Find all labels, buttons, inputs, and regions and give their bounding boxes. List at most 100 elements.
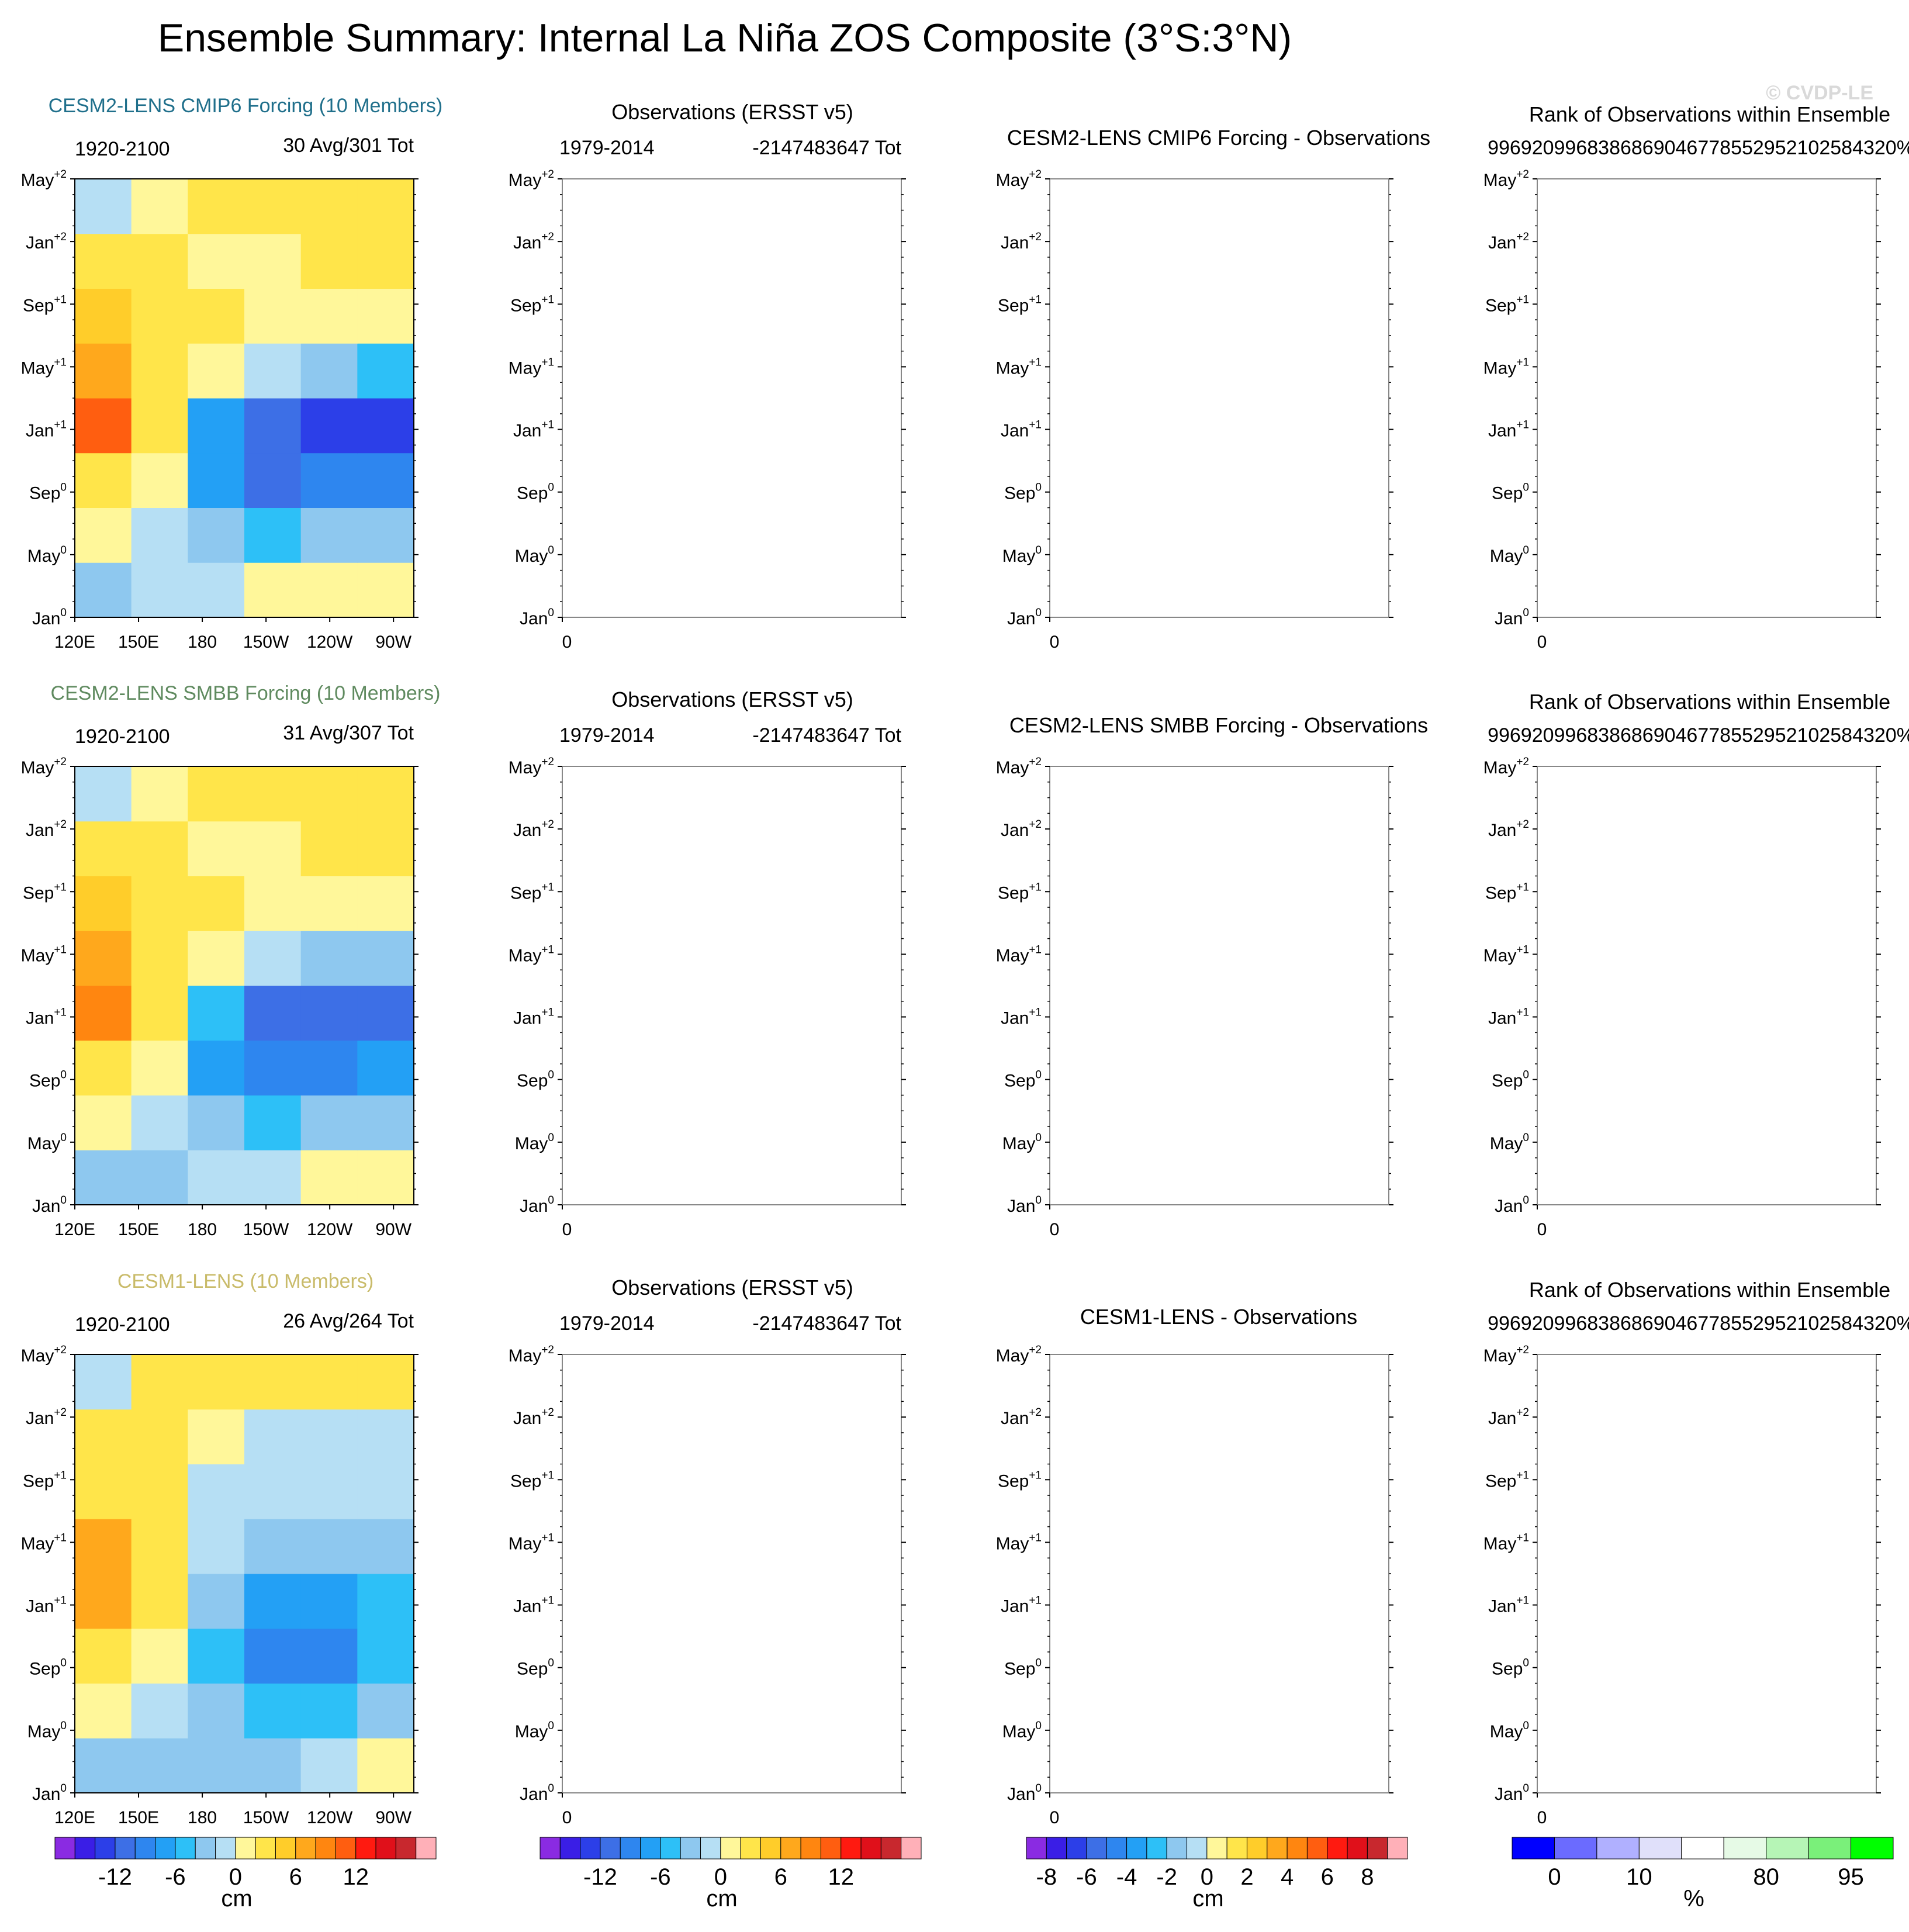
colorbar-units: cm	[1192, 1886, 1223, 1912]
colorbar-swatch	[1306, 1837, 1328, 1860]
y-tick-month: Jan	[513, 821, 541, 840]
heatmap-cell	[75, 233, 132, 289]
colorbar-tick-label: -12	[98, 1864, 132, 1890]
y-tick-year: +2	[54, 231, 67, 243]
y-tick-year: +1	[54, 881, 67, 893]
heatmap-cell	[244, 1738, 302, 1793]
colorbar-2: -12 -6 0 6 12 cm	[540, 1837, 922, 1912]
y-tick-year: +1	[1029, 356, 1042, 368]
y-tick-label: Jan+2	[26, 1406, 67, 1428]
heatmap-cell	[188, 562, 245, 618]
y-tick-label: Jan+1	[26, 1595, 67, 1616]
obs-panel: May+2Jan+2Sep+1May+1Jan+1Sep0May0Jan00Ob…	[509, 1276, 906, 1827]
y-tick-year: +1	[54, 1469, 67, 1481]
x-tick-label: 90W	[375, 633, 411, 652]
colorbar-tick-label: 12	[343, 1864, 369, 1890]
y-tick-month: Jan	[520, 609, 548, 628]
heatmap-cell	[75, 179, 132, 234]
heatmap-cell	[131, 562, 188, 618]
heatmap-cell	[357, 931, 414, 986]
heatmap	[75, 179, 414, 618]
x-tick-label: 0	[1050, 1220, 1060, 1239]
heatmap-cell	[300, 1040, 358, 1095]
y-tick-month: May	[21, 758, 54, 777]
y-tick-label: Jan0	[1007, 607, 1042, 628]
heatmap-cell	[357, 1738, 414, 1793]
colorbar-swatch	[1126, 1837, 1147, 1860]
y-tick-month: May	[1490, 1722, 1523, 1741]
heatmap-cell	[244, 1409, 302, 1464]
y-tick-month: Jan	[26, 1409, 54, 1428]
x-tick-label: 90W	[375, 1808, 411, 1827]
y-tick-month: May	[27, 1134, 61, 1153]
heatmap-cell	[188, 1040, 245, 1095]
rank-panel-title: Rank of Observations within Ensemble	[1529, 690, 1890, 714]
colorbar-swatch	[295, 1837, 316, 1860]
y-tick-month: Jan	[1001, 821, 1029, 840]
y-tick-label: Sep+1	[510, 1469, 554, 1491]
x-tick-label: 120W	[307, 1808, 353, 1827]
colorbar-swatch	[1512, 1837, 1555, 1860]
y-tick-year: +2	[1029, 818, 1042, 831]
y-tick-year: +1	[1516, 943, 1529, 956]
heatmap-cell	[244, 1040, 302, 1095]
heatmap-cell	[357, 1040, 414, 1095]
y-tick-label: Sep0	[517, 482, 554, 503]
heatmap-cell	[357, 821, 414, 876]
x-tick-label: 150E	[118, 633, 159, 652]
colorbar-swatch	[1267, 1837, 1288, 1860]
y-tick-label: Jan0	[1495, 1782, 1529, 1804]
y-tick-year: 0	[1523, 607, 1529, 619]
y-tick-label: May+2	[509, 168, 554, 190]
y-tick-month: Sep	[1492, 1660, 1523, 1679]
colorbar-swatch	[215, 1837, 236, 1860]
diff-panel-title: CESM1-LENS - Observations	[1080, 1305, 1357, 1329]
heatmap-cell	[300, 931, 358, 986]
y-tick-label: May0	[27, 1132, 67, 1153]
colorbar-swatch	[134, 1837, 156, 1860]
y-tick-month: Sep	[510, 883, 541, 903]
y-tick-year: +2	[541, 168, 554, 181]
y-tick-year: +2	[541, 756, 554, 768]
colorbar-swatch	[1226, 1837, 1247, 1860]
figure-title: Ensemble Summary: Internal La Niña ZOS C…	[158, 16, 1292, 60]
colorbar-swatch	[1086, 1837, 1107, 1860]
heatmap-cell	[300, 343, 358, 399]
y-tick-year: +1	[541, 356, 554, 368]
colorbar-swatch	[600, 1837, 621, 1860]
heatmap-cell	[244, 1464, 302, 1519]
y-tick-year: +1	[1029, 1595, 1042, 1607]
heatmap-cell	[75, 288, 132, 344]
heatmap-cell	[75, 1683, 132, 1739]
x-tick-label: 150E	[118, 1220, 159, 1239]
y-tick-year: 0	[1523, 544, 1529, 557]
heatmap-cell	[131, 398, 188, 454]
colorbar-swatch	[416, 1837, 437, 1860]
y-tick-month: Sep	[1004, 484, 1035, 503]
x-tick-label: 90W	[375, 1220, 411, 1239]
heatmap-cell	[188, 766, 245, 822]
heatmap-cell	[75, 1738, 132, 1793]
obs-count: -2147483647 Tot	[752, 1312, 901, 1335]
y-tick-month: Sep	[1492, 484, 1523, 503]
y-tick-month: Sep	[29, 1072, 60, 1091]
obs-years: 1979-2014	[559, 1312, 655, 1335]
y-tick-month: Jan	[26, 821, 54, 840]
y-tick-label: May+1	[1483, 1532, 1529, 1553]
heatmap-cell	[131, 233, 188, 289]
rank-value: 9969209968386869046778552952102584320%	[1488, 137, 1909, 159]
x-tick-label: 150W	[243, 1220, 289, 1239]
colorbar-tick-label: 95	[1838, 1864, 1864, 1890]
heatmap-cell	[188, 288, 245, 344]
diff-panel: May+2Jan+2Sep+1May+1Jan+1Sep0May0Jan00CE…	[996, 1305, 1393, 1827]
model-panel: CESM2-LENS SMBB Forcing (10 Members) 1920…	[21, 682, 441, 1239]
y-tick-month: Jan	[26, 233, 54, 253]
heatmap-cell	[131, 1040, 188, 1095]
y-tick-year: +1	[54, 293, 67, 306]
model-count: 30 Avg/301 Tot	[283, 134, 414, 157]
y-tick-label: Jan+1	[1488, 1595, 1529, 1616]
heatmap-cell	[357, 398, 414, 454]
colorbar-tick-label: 80	[1753, 1864, 1779, 1890]
y-tick-label: Sep+1	[998, 293, 1042, 315]
